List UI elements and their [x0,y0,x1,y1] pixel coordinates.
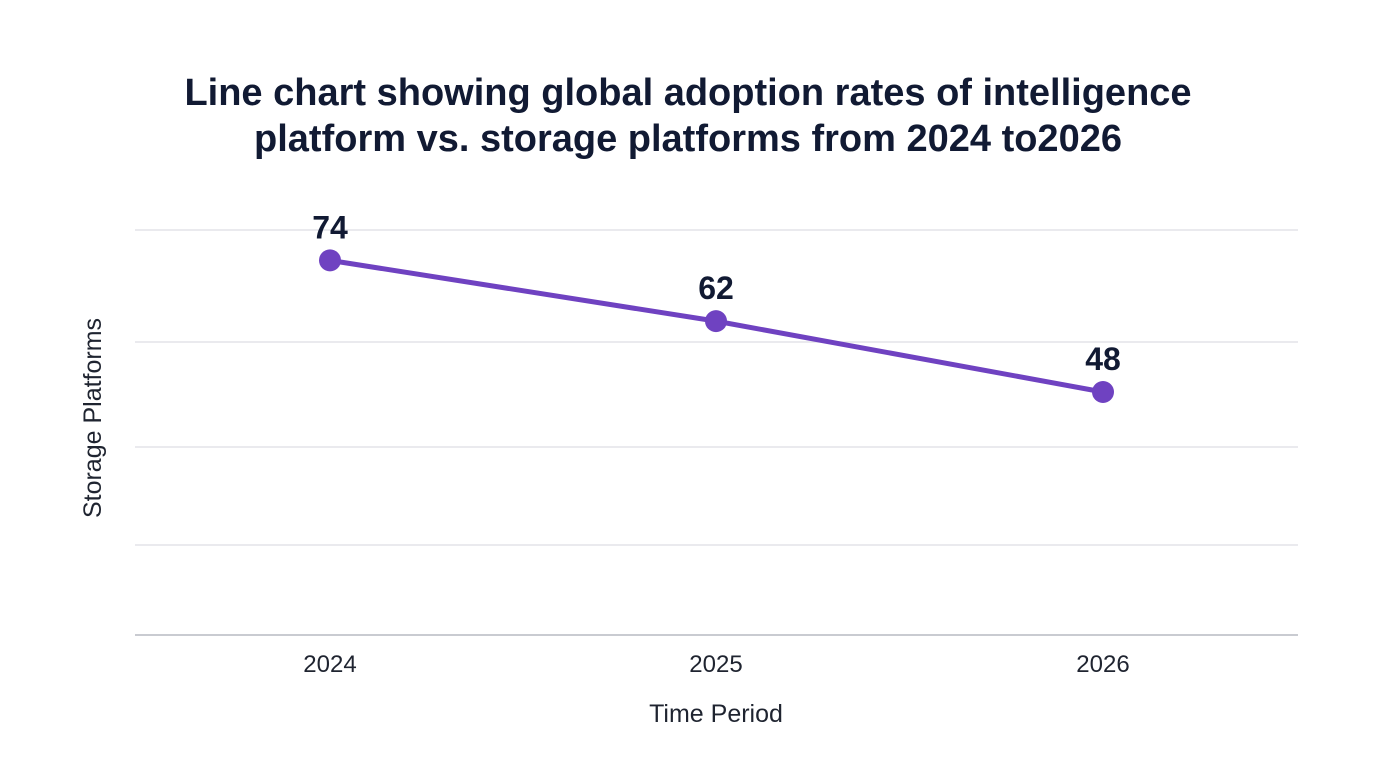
data-label-2024: 74 [312,209,348,245]
x-tick-label-2025: 2025 [689,651,742,678]
data-point-2025 [705,310,727,333]
y-axis-label: Storage Platforms [79,318,107,518]
chart-title-line-2: platform vs. storage platforms from 2024… [254,118,1122,160]
x-tick-labels: 2024 2025 2026 [303,651,1129,678]
gridlines [135,229,1298,546]
data-labels: 74 62 48 [312,209,1121,377]
data-point-2026 [1092,381,1114,403]
x-tick-label-2026: 2026 [1076,651,1129,678]
data-label-2026: 48 [1085,341,1121,377]
data-point-2024 [319,249,341,272]
x-tick-label-2024: 2024 [303,651,356,678]
data-points [319,249,1114,403]
chart-title: Line chart showing global adoption rates… [0,70,1376,162]
chart-title-line-1: Line chart showing global adoption rates… [184,72,1192,114]
data-label-2025: 62 [698,270,734,306]
x-axis-label: Time Period [649,700,783,728]
